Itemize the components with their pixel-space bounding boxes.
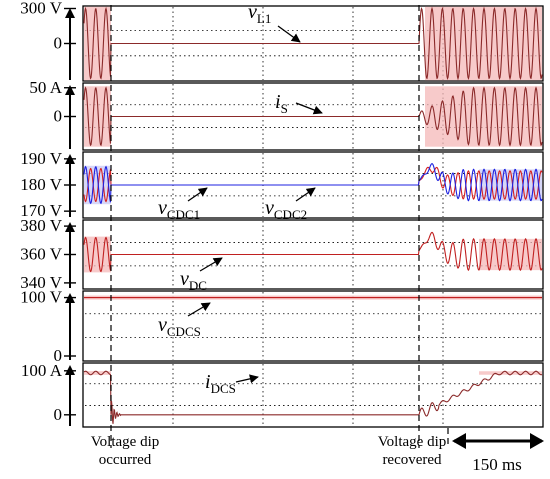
panel-frame — [82, 362, 544, 428]
signal-label-vCDC-2-symbol: v — [265, 197, 274, 219]
y-tick-label: 0 — [54, 107, 63, 126]
time-scale-arrow-right — [530, 433, 544, 449]
y-tick-label: 360 V — [20, 245, 62, 264]
signal-label-vDC-subscript: DC — [189, 278, 207, 293]
signal-label-vDC-symbol: v — [180, 268, 189, 290]
envelope-pre — [84, 371, 111, 375]
event-label-2: recovered — [382, 452, 442, 468]
signal-label-iS: iS — [275, 91, 288, 116]
panel-vCDCS: 100 V 0 vCDCS — [20, 288, 544, 365]
signal-label-iDCS-subscript: DCS — [211, 381, 236, 396]
signal-label-iS-subscript: S — [281, 101, 288, 116]
event-label-1: occurred — [99, 452, 152, 468]
trace-iDCS — [83, 370, 543, 424]
envelope-post — [479, 238, 542, 271]
signal-label-iS-symbol: i — [275, 91, 281, 113]
envelope-post — [479, 371, 542, 375]
panel-vL1: 300 V 0 vL1 — [20, 0, 544, 82]
panel-iDCS: 100 A 0 iDCS — [21, 361, 544, 428]
signal-label-vCDCS-symbol: v — [158, 314, 167, 336]
signal-label-vL1-symbol: v — [248, 1, 257, 23]
y-tick-label: 100 V — [20, 288, 62, 307]
signal-pointer-arrow — [295, 102, 323, 115]
signal-label-vCDC: vCDC1 — [158, 197, 200, 222]
signal-label-iDCS: iDCS — [205, 371, 236, 396]
signal-label-vL1: vL1 — [248, 1, 271, 26]
y-tick-label: 170 V — [20, 201, 62, 220]
panel-vDC: 380 V 360 V 340 V vDC — [20, 216, 544, 293]
signal-pointer-arrow — [277, 25, 301, 43]
signal-label-vCDCS-subscript: CDCS — [167, 324, 201, 339]
y-tick-label: 50 A — [29, 78, 62, 97]
event-label-1: Voltage dip — [91, 434, 159, 450]
signal-pointer-arrow — [187, 187, 208, 202]
trace-vCDC — [83, 163, 543, 205]
panel-frame — [82, 290, 544, 362]
y-tick-label: 300 V — [20, 0, 62, 18]
annotation-layer: Voltage dip occurred Voltage dip recovered 1… — [91, 5, 544, 474]
y-tick-label: 0 — [54, 34, 63, 53]
signal-pointer-arrow — [187, 302, 211, 317]
signal-pointer-arrow — [199, 257, 223, 272]
y-axis-arrow — [65, 8, 75, 18]
trace-vDC — [83, 231, 543, 273]
signal-pointer-arrow — [235, 374, 259, 384]
signal-label-vCDC-2: vCDC2 — [265, 197, 307, 222]
y-tick-label: 0 — [54, 405, 63, 424]
signal-label-vCDC-symbol: v — [158, 197, 167, 219]
trace-vL1 — [83, 6, 543, 81]
y-axis-arrow — [65, 85, 75, 95]
grid-lines — [85, 364, 541, 426]
time-scale-arrow-left — [452, 433, 466, 449]
signal-label-vCDC-subscript: CDC1 — [167, 207, 200, 222]
y-tick-label: 100 A — [21, 361, 63, 380]
y-tick-label: 180 V — [20, 175, 62, 194]
signal-label-vCDCS: vCDCS — [158, 314, 201, 339]
signal-label-iDCS-symbol: i — [205, 371, 211, 393]
signal-label-vDC: vDC — [180, 268, 207, 293]
signal-label-vCDC-2-subscript: CDC2 — [274, 207, 307, 222]
y-axis-arrow — [65, 365, 75, 375]
y-axis-arrow — [65, 222, 75, 232]
y-tick-label: 190 V — [20, 149, 62, 168]
y-tick-label: 0 — [54, 346, 63, 365]
event-label-2: Voltage dip — [378, 434, 446, 450]
panel-iS: 50 A 0 iS — [29, 78, 544, 151]
signal-label-vL1-subscript: L1 — [257, 11, 271, 26]
trace-iS — [83, 86, 543, 147]
y-tick-label: 380 V — [20, 216, 62, 235]
time-scale-label: 150 ms — [472, 455, 522, 474]
y-tick-label: 340 V — [20, 273, 62, 292]
signal-pointer-arrow — [295, 187, 316, 202]
